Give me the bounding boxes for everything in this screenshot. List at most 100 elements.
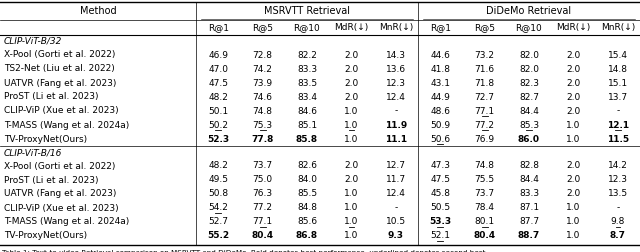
Text: 48.2: 48.2 [208, 162, 228, 171]
Text: 85.6: 85.6 [297, 217, 317, 227]
Text: 50.1: 50.1 [208, 107, 228, 115]
Text: 50.9: 50.9 [430, 120, 451, 130]
Text: 78.4: 78.4 [475, 204, 495, 212]
Text: 41.8: 41.8 [430, 65, 450, 74]
Text: 84.6: 84.6 [297, 107, 317, 115]
Text: 71.8: 71.8 [474, 79, 495, 87]
Text: -: - [394, 204, 397, 212]
Text: 11.9: 11.9 [385, 120, 407, 130]
Text: 43.1: 43.1 [430, 79, 450, 87]
Text: 8.7: 8.7 [610, 232, 626, 240]
Text: MdR(↓): MdR(↓) [556, 23, 591, 32]
Text: 85.3: 85.3 [519, 120, 539, 130]
Text: 44.6: 44.6 [430, 50, 450, 59]
Text: 2.0: 2.0 [566, 107, 580, 115]
Text: 10.5: 10.5 [386, 217, 406, 227]
Text: 87.7: 87.7 [519, 217, 539, 227]
Text: 52.7: 52.7 [208, 217, 228, 227]
Text: R@1: R@1 [208, 23, 228, 32]
Text: 86.0: 86.0 [518, 135, 540, 143]
Text: 83.4: 83.4 [297, 92, 317, 102]
Text: 84.4: 84.4 [519, 107, 539, 115]
Text: 2.0: 2.0 [566, 50, 580, 59]
Text: 82.8: 82.8 [519, 162, 539, 171]
Text: 13.6: 13.6 [386, 65, 406, 74]
Text: 55.2: 55.2 [207, 232, 229, 240]
Text: 2.0: 2.0 [344, 92, 358, 102]
Text: 77.8: 77.8 [252, 135, 274, 143]
Text: UATVR (Fang et al. 2023): UATVR (Fang et al. 2023) [4, 79, 116, 87]
Text: 80.4: 80.4 [252, 232, 274, 240]
Text: R@1: R@1 [429, 23, 451, 32]
Text: 1.0: 1.0 [344, 107, 358, 115]
Text: 12.3: 12.3 [386, 79, 406, 87]
Text: 47.0: 47.0 [208, 65, 228, 74]
Text: CLIP-ViT-B/16: CLIP-ViT-B/16 [4, 148, 62, 157]
Text: X-Pool (Gorti et al. 2022): X-Pool (Gorti et al. 2022) [4, 162, 115, 171]
Text: DiDeMo Retrieval: DiDeMo Retrieval [486, 6, 572, 16]
Text: 84.4: 84.4 [519, 175, 539, 184]
Text: 2.0: 2.0 [344, 50, 358, 59]
Text: 76.9: 76.9 [474, 135, 495, 143]
Text: 75.5: 75.5 [474, 175, 495, 184]
Text: 74.8: 74.8 [475, 162, 495, 171]
Text: 85.1: 85.1 [297, 120, 317, 130]
Text: 2.0: 2.0 [566, 175, 580, 184]
Text: 1.0: 1.0 [344, 232, 358, 240]
Text: 2.0: 2.0 [566, 190, 580, 199]
Text: 72.7: 72.7 [475, 92, 495, 102]
Text: TV-ProxyNet(Ours): TV-ProxyNet(Ours) [4, 135, 87, 143]
Text: 77.1: 77.1 [474, 107, 495, 115]
Text: 87.1: 87.1 [519, 204, 539, 212]
Text: 1.0: 1.0 [566, 120, 580, 130]
Text: MSRVTT Retrieval: MSRVTT Retrieval [264, 6, 350, 16]
Text: Method: Method [80, 6, 116, 16]
Text: 74.8: 74.8 [253, 107, 273, 115]
Text: 2.0: 2.0 [566, 79, 580, 87]
Text: MnR(↓): MnR(↓) [379, 23, 413, 32]
Text: 11.1: 11.1 [385, 135, 407, 143]
Text: MnR(↓): MnR(↓) [601, 23, 635, 32]
Text: 72.8: 72.8 [253, 50, 273, 59]
Text: 2.0: 2.0 [344, 162, 358, 171]
Text: 9.8: 9.8 [611, 217, 625, 227]
Text: 85.8: 85.8 [296, 135, 318, 143]
Text: -: - [616, 107, 620, 115]
Text: 50.8: 50.8 [208, 190, 228, 199]
Text: X-Pool (Gorti et al. 2022): X-Pool (Gorti et al. 2022) [4, 50, 115, 59]
Text: 12.1: 12.1 [607, 120, 629, 130]
Text: 44.9: 44.9 [430, 92, 450, 102]
Text: 13.5: 13.5 [608, 190, 628, 199]
Text: CLIP-ViT-B/32: CLIP-ViT-B/32 [4, 37, 62, 46]
Text: 1.0: 1.0 [344, 120, 358, 130]
Text: 45.8: 45.8 [430, 190, 450, 199]
Text: 15.4: 15.4 [608, 50, 628, 59]
Text: 1.0: 1.0 [344, 190, 358, 199]
Text: 47.5: 47.5 [430, 175, 450, 184]
Text: 2.0: 2.0 [566, 65, 580, 74]
Text: 74.2: 74.2 [253, 65, 273, 74]
Text: 54.2: 54.2 [208, 204, 228, 212]
Text: 47.3: 47.3 [430, 162, 450, 171]
Text: 84.0: 84.0 [297, 175, 317, 184]
Text: 11.7: 11.7 [386, 175, 406, 184]
Text: R@10: R@10 [294, 23, 321, 32]
Text: R@5: R@5 [252, 23, 273, 32]
Text: 86.8: 86.8 [296, 232, 318, 240]
Text: 73.2: 73.2 [475, 50, 495, 59]
Text: 50.5: 50.5 [430, 204, 451, 212]
Text: 88.7: 88.7 [518, 232, 540, 240]
Text: 14.3: 14.3 [386, 50, 406, 59]
Text: 1.0: 1.0 [566, 232, 580, 240]
Text: T-MASS (Wang et al. 2024a): T-MASS (Wang et al. 2024a) [4, 120, 129, 130]
Text: 1.0: 1.0 [344, 204, 358, 212]
Text: 83.3: 83.3 [297, 65, 317, 74]
Text: 83.3: 83.3 [519, 190, 539, 199]
Text: 2.0: 2.0 [344, 65, 358, 74]
Text: 77.1: 77.1 [253, 217, 273, 227]
Text: 2.0: 2.0 [566, 162, 580, 171]
Text: R@10: R@10 [516, 23, 542, 32]
Text: -: - [394, 107, 397, 115]
Text: 49.5: 49.5 [208, 175, 228, 184]
Text: 1.0: 1.0 [566, 135, 580, 143]
